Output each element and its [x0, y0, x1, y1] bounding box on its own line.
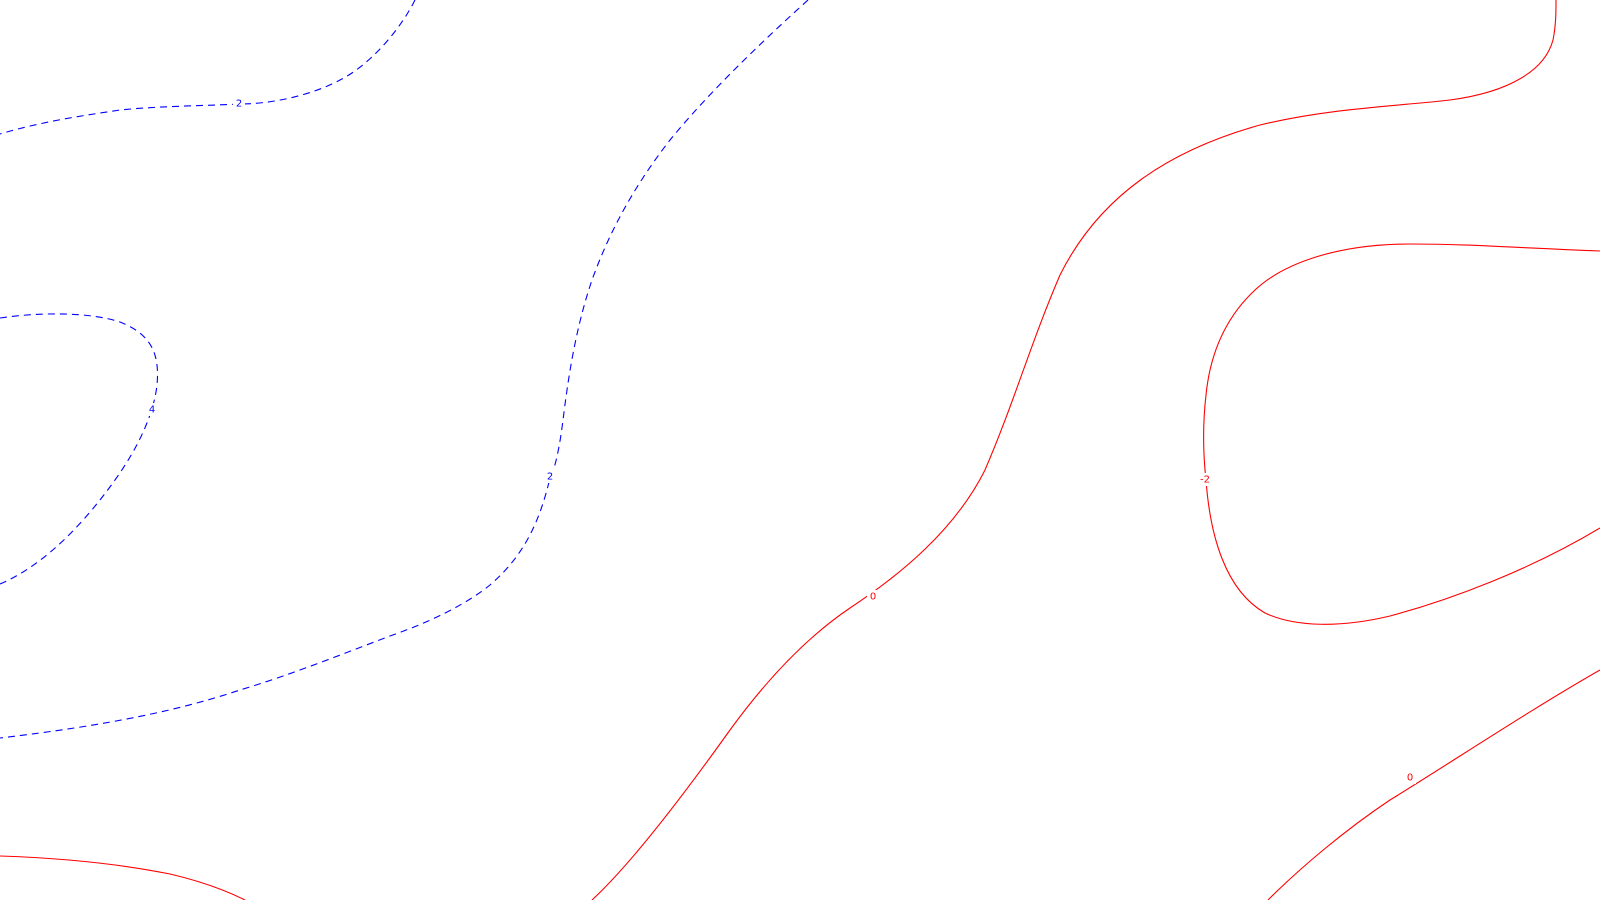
contour-label: 0	[870, 592, 876, 603]
contour-label-group-pos-4: 4	[146, 403, 158, 416]
contour-line-zero-center	[591, 0, 1557, 900]
contour-label-group-pos-2-top: 2	[233, 97, 245, 110]
contour-label: 2	[547, 472, 553, 483]
contour-line-positive-4	[0, 313, 159, 585]
contour-label: 2	[236, 99, 242, 110]
contour-line-negative-2	[1203, 243, 1600, 625]
contour-line-positive-2-top	[0, 0, 416, 135]
contour-line-zero-lower-right	[1267, 669, 1600, 900]
contour-line-positive-2-mid	[0, 0, 809, 739]
contour-label: 0	[1407, 773, 1413, 784]
contour-label: 4	[149, 405, 155, 416]
contour-label-group-neg-2: -2	[1196, 473, 1214, 486]
contour-line-bottom-left	[0, 855, 246, 900]
contour-label-group-zero-center: 0	[867, 590, 879, 603]
contour-label: -2	[1200, 475, 1210, 486]
contour-label-group-zero-lower-right: 0	[1404, 771, 1416, 784]
contour-label-group-pos-2-mid: 2	[544, 470, 556, 483]
